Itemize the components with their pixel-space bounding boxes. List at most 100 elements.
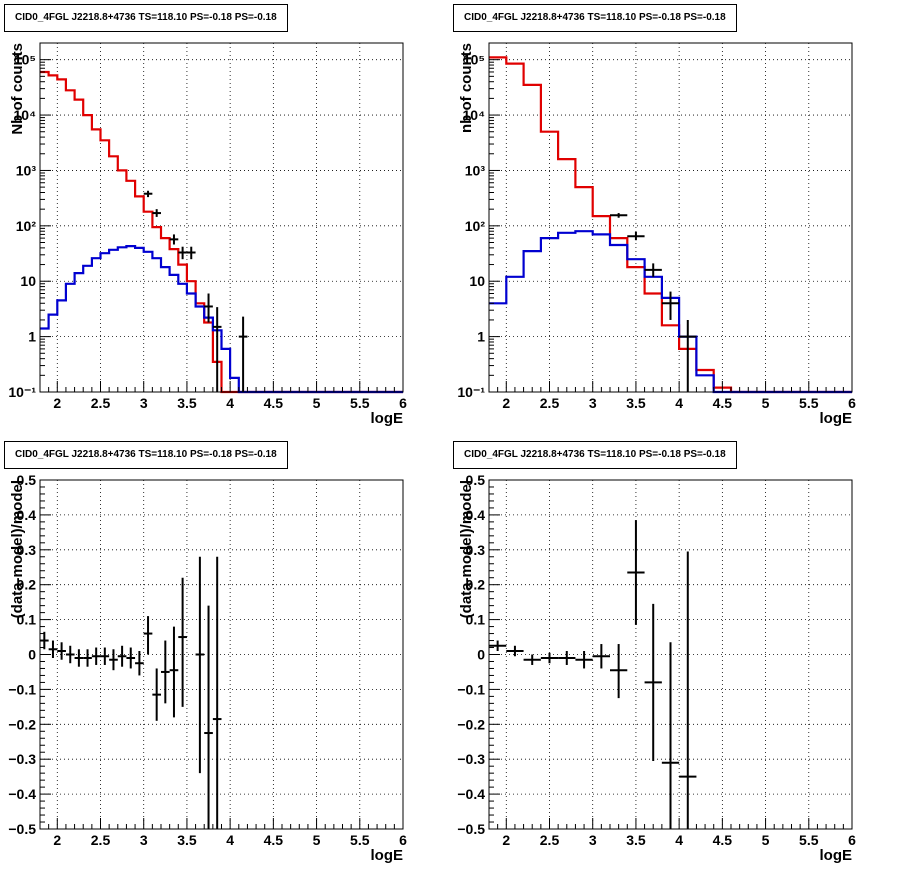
x-tick-label: 4.5 bbox=[713, 832, 733, 848]
x-tick-label: 6 bbox=[848, 395, 856, 411]
grid bbox=[40, 43, 403, 392]
x-tick-label: 4.5 bbox=[713, 395, 733, 411]
error-bar-point bbox=[610, 213, 628, 218]
x-tick-label: 3.5 bbox=[177, 832, 197, 848]
x-tick-label: 5 bbox=[762, 832, 770, 848]
y-tick-label: 0 bbox=[477, 647, 485, 663]
y-tick-label: 10⁵ bbox=[14, 52, 36, 68]
y-tick-label: 0.4 bbox=[17, 507, 37, 523]
panel-top-left: CID0_4FGL J2218.8+4736 TS=118.10 PS=-0.1… bbox=[0, 0, 449, 437]
y-tick-label: 0.5 bbox=[17, 472, 37, 488]
x-tick-label: 4.5 bbox=[264, 395, 284, 411]
error-bar-point bbox=[161, 640, 170, 704]
error-bar-point bbox=[204, 293, 213, 323]
x-tick-label: 5 bbox=[313, 395, 321, 411]
y-tick-label: 0 bbox=[28, 647, 36, 663]
x-tick-label: 2.5 bbox=[91, 395, 111, 411]
y-tick-label: 0.1 bbox=[466, 612, 486, 628]
x-tick-label: 2.5 bbox=[540, 395, 560, 411]
error-bar-point bbox=[592, 644, 610, 669]
y-tick-label: −0.5 bbox=[8, 821, 36, 837]
x-axis: 2 2.5 3 3.5 4 4.5 5 5.5 6 bbox=[488, 818, 856, 848]
y-tick-label: 10⁻¹ bbox=[457, 384, 485, 400]
y-tick-label: 0.5 bbox=[466, 472, 486, 488]
x-tick-label: 5 bbox=[313, 832, 321, 848]
x-tick-label: 2 bbox=[53, 832, 61, 848]
error-bar-point bbox=[558, 651, 576, 665]
plot-frame bbox=[488, 42, 853, 393]
x-tick-label: 4 bbox=[675, 832, 683, 848]
y-tick-label: −0.4 bbox=[8, 786, 36, 802]
panel-title: CID0_4FGL J2218.8+4736 TS=118.10 PS=-0.1… bbox=[453, 441, 737, 469]
x-tick-label: 5.5 bbox=[799, 832, 819, 848]
chart-counts-left: 2 2.5 3 3.5 4 4.5 5 5.5 6 10⁻¹ 1 10 10² 10³ 10⁴ 10⁵ logE… bbox=[8, 42, 407, 427]
error-bar-series bbox=[143, 190, 248, 392]
error-bar-point bbox=[109, 649, 118, 671]
error-bar-point bbox=[178, 246, 187, 260]
error-bar-point bbox=[644, 263, 662, 277]
error-bar-point bbox=[178, 577, 187, 707]
y-axis: 10⁻¹ 1 10 10² 10³ 10⁴ 10⁵ bbox=[8, 42, 51, 400]
x-tick-label: 2 bbox=[502, 395, 510, 411]
y-tick-label: 10³ bbox=[16, 162, 37, 178]
error-bar-point bbox=[91, 647, 101, 665]
y-tick-label: −0.1 bbox=[457, 681, 485, 697]
x-axis: 2 2.5 3 3.5 4 4.5 5 5.5 6 bbox=[488, 381, 856, 411]
chart-residuals-right: 2 2.5 3 3.5 4 4.5 5 5.5 6 −0.5 −0.4 −0.3 −0.2 −0.1 0 0.… bbox=[457, 472, 856, 864]
y-tick-label: 1 bbox=[28, 329, 36, 345]
y-tick-label: 0.3 bbox=[466, 542, 486, 558]
panel-title: CID0_4FGL J2218.8+4736 TS=118.10 PS=-0.1… bbox=[4, 441, 288, 469]
x-axis-title: logE bbox=[371, 410, 404, 427]
y-tick-label: 10 bbox=[20, 273, 36, 289]
error-bar-point bbox=[661, 642, 680, 829]
error-bar-point bbox=[143, 616, 153, 655]
x-axis-title: logE bbox=[371, 847, 404, 864]
y-tick-label: −0.1 bbox=[8, 681, 36, 697]
y-tick-label: −0.4 bbox=[457, 786, 485, 802]
grid bbox=[489, 43, 852, 392]
x-tick-label: 5.5 bbox=[799, 395, 819, 411]
y-tick-label: 10⁻¹ bbox=[8, 384, 36, 400]
x-tick-label: 3 bbox=[589, 832, 597, 848]
error-bar-point bbox=[627, 231, 645, 241]
x-axis-title: logE bbox=[820, 847, 853, 864]
x-tick-label: 2.5 bbox=[540, 832, 560, 848]
x-tick-label: 3.5 bbox=[626, 832, 646, 848]
x-tick-label: 5.5 bbox=[350, 395, 370, 411]
y-tick-label: 10⁴ bbox=[463, 107, 486, 123]
error-bar-series bbox=[610, 213, 697, 392]
x-tick-label: 6 bbox=[399, 832, 407, 848]
error-bar-point bbox=[679, 551, 697, 829]
y-axis-title: (data-model)/model bbox=[9, 480, 26, 618]
x-tick-label: 4 bbox=[226, 395, 234, 411]
y-tick-label: −0.3 bbox=[457, 751, 485, 767]
error-bar-point bbox=[169, 626, 179, 718]
error-bar-point bbox=[83, 649, 92, 667]
chart-counts-right: 2 2.5 3 3.5 4 4.5 5 5.5 6 10⁻¹ 1 10 10² 10³ 10⁴ 10⁵ logE… bbox=[457, 42, 856, 427]
error-bar-point bbox=[126, 647, 136, 669]
error-bar-point bbox=[57, 642, 66, 660]
y-tick-label: 10² bbox=[465, 218, 486, 234]
x-tick-label: 4 bbox=[226, 832, 234, 848]
panel-title: CID0_4FGL J2218.8+4736 TS=118.10 PS=-0.1… bbox=[4, 4, 288, 32]
y-axis-title: nb of counts bbox=[458, 43, 475, 133]
y-axis: −0.5 −0.4 −0.3 −0.2 −0.1 0 0.1 0.2 0.3 0.4 0.5 bbox=[8, 472, 51, 837]
y-tick-label: 1 bbox=[477, 329, 485, 345]
x-axis: 2 2.5 3 3.5 4 4.5 5 5.5 6 bbox=[39, 381, 407, 411]
y-axis: 10⁻¹ 1 10 10² 10³ 10⁴ 10⁵ bbox=[457, 42, 500, 400]
error-bar-point bbox=[489, 640, 507, 652]
error-bar-point bbox=[152, 209, 161, 217]
x-tick-label: 6 bbox=[399, 395, 407, 411]
error-bar-point bbox=[540, 652, 559, 664]
error-bar-point bbox=[523, 654, 541, 665]
y-tick-label: 10³ bbox=[465, 162, 486, 178]
panel-bottom-right: CID0_4FGL J2218.8+4736 TS=118.10 PS=-0.1… bbox=[449, 437, 898, 874]
x-tick-label: 4 bbox=[675, 395, 683, 411]
error-bar-point bbox=[143, 190, 153, 198]
y-tick-label: −0.5 bbox=[457, 821, 485, 837]
y-tick-label: 0.2 bbox=[17, 577, 37, 593]
x-axis: 2 2.5 3 3.5 4 4.5 5 5.5 6 bbox=[39, 818, 407, 848]
error-bar-point bbox=[65, 645, 75, 664]
y-tick-label: −0.2 bbox=[457, 716, 485, 732]
error-bar-point bbox=[679, 319, 697, 392]
